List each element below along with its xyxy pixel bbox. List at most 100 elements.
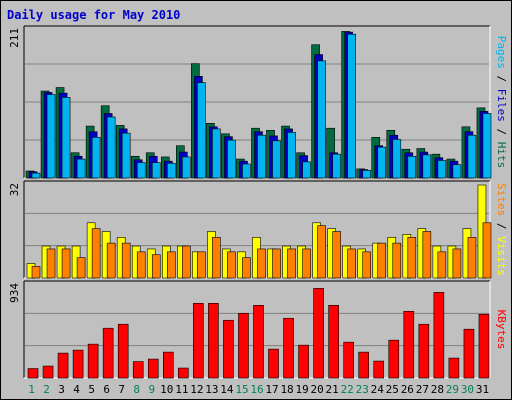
sites-bar — [121, 242, 131, 279]
middle-panel-max-label: 32 — [8, 183, 21, 196]
kbytes-bar — [463, 328, 475, 379]
kbytes-bar — [87, 343, 99, 379]
sites-bar — [197, 251, 206, 279]
sites-bar — [347, 248, 356, 279]
kbytes-bar — [72, 349, 84, 379]
x-tick-label: 18 — [280, 383, 293, 396]
x-tick-label: 8 — [133, 383, 140, 396]
sites-bar — [166, 251, 176, 279]
kbytes-bar — [208, 303, 219, 379]
sites-bar — [437, 251, 447, 279]
bottom-panel-ylabel: KBytes — [495, 310, 508, 350]
chart-layer: 211 Pages / Files / Hits 32 Sites / Visits 9… — [8, 25, 508, 396]
kbytes-bar — [328, 305, 339, 379]
sites-bar — [212, 237, 221, 279]
sites-bar — [272, 248, 281, 279]
pages-bar — [482, 113, 492, 179]
pages-bar — [197, 82, 206, 179]
kbytes-bar — [162, 351, 174, 379]
kbytes-bar — [132, 361, 144, 379]
sites-bar — [302, 248, 311, 279]
kbytes-bar — [268, 348, 279, 379]
chart-title: Daily usage for May 2010 — [7, 8, 180, 22]
pages-bar — [377, 146, 387, 179]
kbytes-bar — [283, 317, 294, 379]
kbytes-bar — [147, 358, 159, 379]
sites-bar — [257, 248, 266, 279]
x-tick-label: 1 — [28, 383, 35, 396]
kbytes-bar — [238, 312, 249, 379]
bottom-panel-ylabel-part: KBytes — [495, 310, 508, 350]
x-tick-label: 26 — [401, 383, 414, 396]
pages-bar — [106, 116, 116, 179]
x-tick-label: 25 — [386, 383, 399, 396]
pages-bar — [302, 161, 311, 179]
x-tick-label: 5 — [88, 383, 95, 396]
kbytes-bar — [358, 351, 370, 379]
pages-bar — [91, 137, 101, 179]
sites-bar — [76, 257, 86, 279]
x-tick-label: 3 — [58, 383, 65, 396]
top-panel-ylabel: Pages / Files / Hits — [495, 36, 508, 169]
kbytes-bar — [403, 310, 415, 379]
x-tick-label: 13 — [205, 383, 218, 396]
pages-bar — [121, 132, 131, 179]
sites-bar — [46, 248, 56, 279]
pages-bar — [46, 94, 56, 179]
sites-bar — [242, 257, 251, 279]
x-tick-label: 14 — [220, 383, 234, 396]
kbytes-bar — [253, 305, 264, 379]
kbytes-bar — [298, 344, 309, 379]
pages-bar — [422, 154, 432, 179]
pages-bar — [317, 60, 326, 179]
sites-bar — [362, 251, 372, 279]
pages-bar — [287, 132, 296, 179]
pages-bar — [467, 134, 477, 179]
kbytes-bar — [448, 357, 460, 379]
sites-bar — [392, 242, 402, 279]
sites-bar — [61, 248, 71, 279]
pages-bar — [136, 162, 146, 179]
sites-bar — [452, 248, 462, 279]
pages-bar — [61, 97, 71, 179]
x-tick-label: 28 — [431, 383, 444, 396]
top-panel-ylabel-part: Pages — [495, 36, 508, 69]
sites-bar — [227, 251, 236, 279]
middle-panel-ylabel: Sites / Visits — [495, 183, 508, 276]
x-tick-label: 7 — [118, 383, 125, 396]
pages-bar — [212, 128, 221, 179]
x-tick-label: 30 — [461, 383, 474, 396]
pages-bar — [332, 153, 341, 179]
pages-bar — [392, 139, 402, 179]
sites-bar — [467, 237, 477, 279]
pages-bar — [272, 140, 281, 179]
top-panel-ylabel-part: / — [495, 122, 508, 142]
kbytes-bar — [433, 292, 445, 379]
top-panel-ylabel-part: Hits — [495, 142, 508, 169]
x-tick-label: 17 — [265, 383, 278, 396]
pages-bar — [227, 139, 236, 179]
x-tick-label: 19 — [295, 383, 308, 396]
pages-bar — [76, 158, 86, 179]
pages-bar — [151, 162, 161, 179]
sites-bar — [91, 228, 101, 279]
kbytes-bar — [313, 288, 324, 379]
sites-bar — [106, 242, 116, 279]
top-panel-ylabel-part: Files — [495, 89, 508, 122]
sites-bar — [182, 245, 191, 279]
x-tick-label: 9 — [148, 383, 155, 396]
kbytes-bar — [478, 313, 490, 379]
x-tick-label: 12 — [190, 383, 203, 396]
sites-bar — [407, 237, 417, 279]
kbytes-bar — [117, 323, 129, 379]
x-tick-label: 31 — [476, 383, 489, 396]
kbytes-bar — [223, 319, 234, 379]
kbytes-bar — [102, 327, 114, 379]
pages-bar — [31, 172, 41, 179]
kbytes-bar — [418, 323, 430, 379]
x-tick-label: 29 — [446, 383, 459, 396]
middle-panel-ylabel-part: / — [495, 216, 508, 236]
x-tick-label: 23 — [356, 383, 369, 396]
top-panel-max-label: 211 — [8, 28, 21, 48]
